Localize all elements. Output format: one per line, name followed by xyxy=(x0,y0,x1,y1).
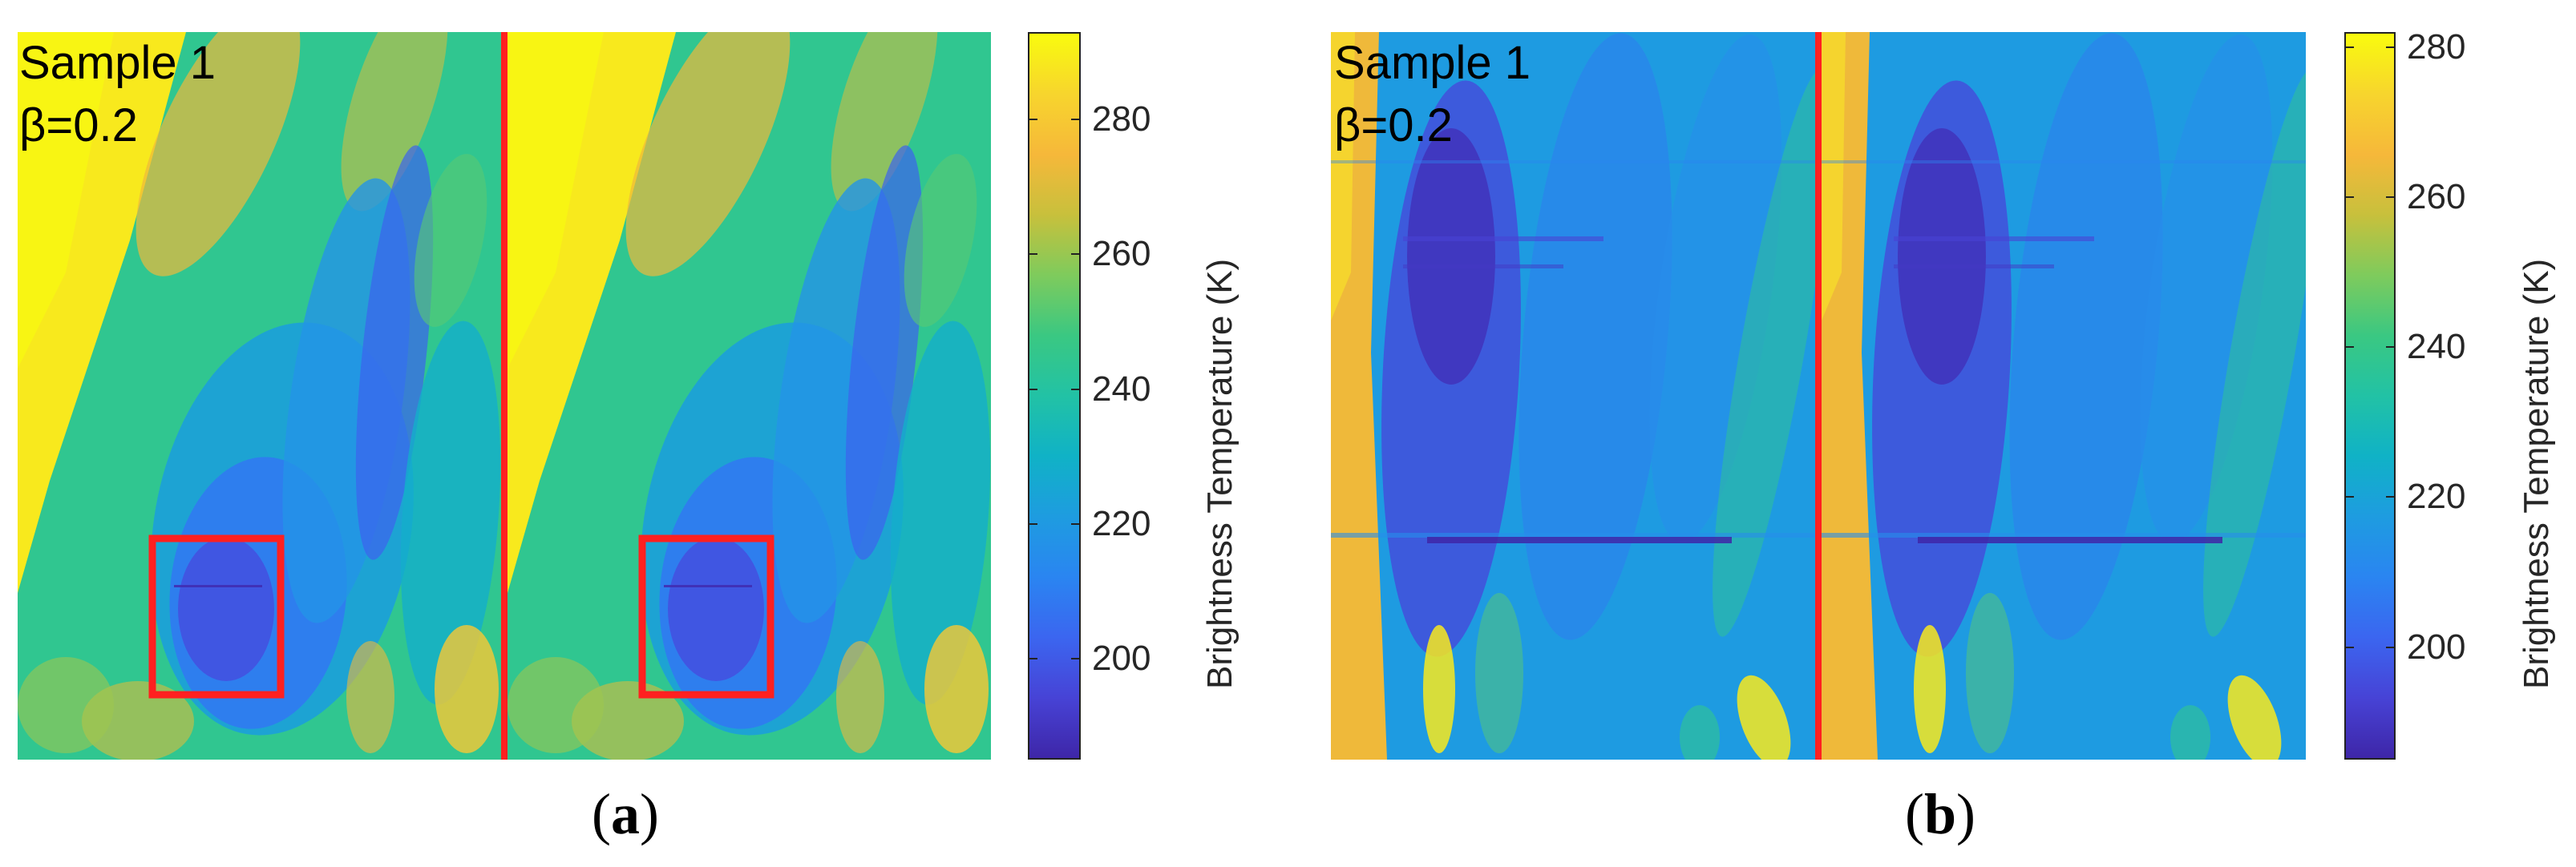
colorbar-tick-mark xyxy=(2386,646,2396,648)
colorbar-b xyxy=(2344,32,2396,760)
colorbar-tick-label: 280 xyxy=(2407,26,2466,67)
colorbar-a xyxy=(1028,32,1081,760)
colorbar-tick-mark xyxy=(2344,196,2354,198)
colorbar-tick-mark xyxy=(2344,46,2354,48)
panel-label-b-letter: b xyxy=(1923,782,1957,846)
colorbar-tick-mark xyxy=(2344,346,2354,349)
colorbar-tick-label: 240 xyxy=(2407,327,2466,367)
colorbar-tick-mark xyxy=(2344,646,2354,648)
colorbar-tick-mark xyxy=(1071,388,1081,390)
colorbar-tick-label: 240 xyxy=(1092,369,1151,409)
colorbar-tick-mark xyxy=(1071,657,1081,659)
panel-label-b: (b) xyxy=(1905,782,1976,846)
colorbar-tick-mark xyxy=(1028,253,1037,256)
heatmap-b xyxy=(1331,32,2306,760)
colorbar-tick-mark xyxy=(2386,496,2396,498)
colorbar-tick-mark xyxy=(1028,119,1037,121)
colorbar-tick-mark xyxy=(2386,196,2396,198)
colorbar-tick-mark xyxy=(1028,388,1037,390)
heatmap-image xyxy=(1331,32,2306,760)
highlight-box xyxy=(638,534,774,699)
heatmap-a xyxy=(18,32,991,760)
colorbar-tick-label: 220 xyxy=(2407,477,2466,517)
colorbar-tick-mark xyxy=(1071,522,1081,525)
divider-line xyxy=(501,32,508,760)
colorbar-tick-mark xyxy=(1071,119,1081,121)
colorbar-tick-mark xyxy=(1028,522,1037,525)
colorbar-tick-label: 260 xyxy=(1092,234,1151,274)
colorbar-tick-label: 280 xyxy=(1092,99,1151,139)
highlight-box xyxy=(148,534,285,699)
colorbar-tick-mark xyxy=(2344,496,2354,498)
colorbar-tick-mark xyxy=(1071,253,1081,256)
colorbar-tick-label: 260 xyxy=(2407,176,2466,216)
colorbar-b-label: Brightness Temperature (K) xyxy=(2517,258,2556,689)
colorbar-tick-label: 200 xyxy=(1092,638,1151,678)
divider-line xyxy=(1815,32,1822,760)
colorbar-tick-mark xyxy=(2386,46,2396,48)
heatmap-image xyxy=(18,32,991,760)
beta-label-b: β=0.2 xyxy=(1334,99,1453,151)
panel-label-a-letter: a xyxy=(610,782,640,846)
panel-label-a: (a) xyxy=(592,782,659,846)
colorbar-tick-label: 220 xyxy=(1092,503,1151,543)
sample-label-b: Sample 1 xyxy=(1334,37,1531,89)
sample-label-a: Sample 1 xyxy=(19,37,216,89)
colorbar-tick-mark xyxy=(2386,346,2396,349)
beta-label-a: β=0.2 xyxy=(19,99,138,151)
colorbar-tick-mark xyxy=(1028,657,1037,659)
colorbar-tick-label: 200 xyxy=(2407,627,2466,667)
